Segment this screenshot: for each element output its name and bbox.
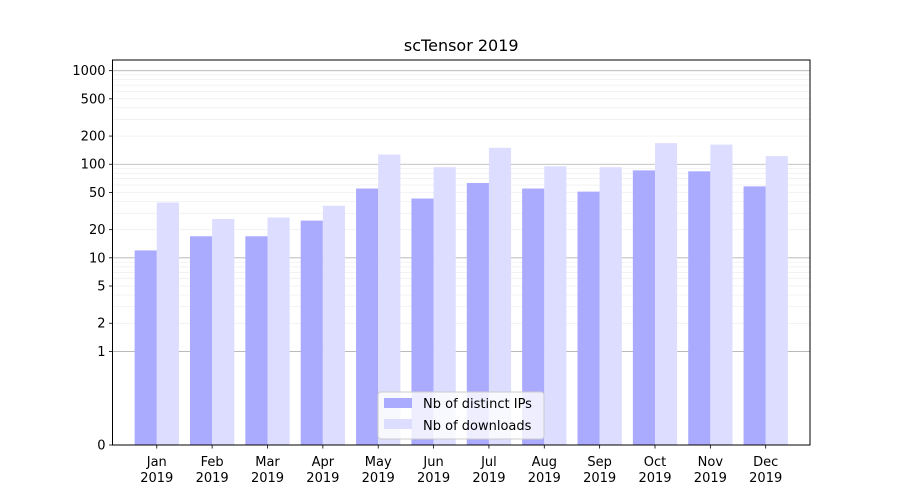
x-tick-label-line: Jan (146, 455, 167, 470)
x-tick-label-line: Dec (753, 455, 778, 470)
y-tick-label: 1000 (72, 64, 105, 79)
bar-distinct-ips (134, 250, 157, 445)
bar-downloads (156, 202, 179, 445)
chart-title: scTensor 2019 (404, 36, 519, 55)
x-tick-label-line: Mar (255, 455, 280, 470)
bar-distinct-ips (411, 198, 434, 445)
bar-distinct-ips (522, 188, 545, 445)
y-tick-label: 1 (97, 345, 105, 360)
x-tick-label: May 2019 (362, 455, 395, 486)
x-tick-label: Jun 2019 (417, 455, 450, 486)
y-axis-ticks: 0 1 2 5 10 20 50 100 200 500 1000 (72, 64, 113, 454)
y-tick-label: 2 (97, 317, 105, 332)
bar-distinct-ips (632, 170, 655, 445)
y-tick-label: 500 (81, 92, 106, 107)
x-tick-label-line: 2019 (140, 471, 173, 486)
x-tick-label: Dec 2019 (749, 455, 782, 486)
y-tick-label: 5 (97, 280, 105, 295)
y-tick-label: 50 (89, 186, 106, 201)
legend: Nb of distinct IPs Nb of downloads (377, 391, 545, 440)
x-tick-label: Jul 2019 (472, 455, 505, 486)
x-tick-label: Apr 2019 (306, 455, 339, 486)
legend-label-downloads: Nb of downloads (423, 419, 532, 434)
bar-downloads (544, 166, 567, 445)
x-tick-label-line: Jun (422, 455, 443, 470)
legend-swatch-ips (384, 398, 412, 408)
y-tick-label: 10 (89, 251, 106, 266)
x-tick-label-line: 2019 (362, 471, 395, 486)
bar-downloads (765, 156, 788, 445)
x-tick-label: Sep 2019 (583, 455, 616, 486)
x-tick-label-line: Sep (587, 455, 612, 470)
bars (134, 143, 788, 446)
bar-downloads (267, 217, 290, 445)
y-tick-label: 200 (81, 130, 106, 145)
y-tick-label: 100 (81, 158, 106, 173)
bar-distinct-ips (577, 191, 600, 445)
x-tick-label-line: 2019 (749, 471, 782, 486)
bar-downloads (212, 218, 235, 445)
bar-distinct-ips (300, 220, 323, 445)
x-tick-label-line: 2019 (638, 471, 671, 486)
x-tick-label-line: 2019 (417, 471, 450, 486)
y-tick-label: 20 (89, 223, 106, 238)
legend-swatch-downloads (384, 419, 412, 429)
bar-downloads (599, 167, 622, 446)
legend-box (377, 391, 545, 440)
x-tick-label-line: Oct (644, 455, 666, 470)
bar-downloads (433, 167, 456, 446)
bar-downloads (488, 147, 512, 445)
bar-distinct-ips (356, 188, 379, 445)
x-tick-label-line: 2019 (694, 471, 727, 486)
x-tick-label: Aug 2019 (528, 455, 561, 486)
bar-downloads (655, 143, 678, 445)
bar-downloads (378, 154, 401, 445)
x-tick-label: Nov 2019 (694, 455, 727, 486)
x-tick-label-line: Jul (480, 455, 497, 470)
bar-downloads (710, 144, 733, 445)
bar-distinct-ips (688, 171, 711, 445)
x-tick-label: Jan 2019 (140, 455, 173, 486)
y-tick-label: 0 (97, 439, 105, 454)
x-tick-label-line: 2019 (472, 471, 505, 486)
x-tick-label: Mar 2019 (251, 455, 284, 486)
legend-label-ips: Nb of distinct IPs (423, 397, 532, 412)
x-tick-label-line: 2019 (196, 471, 229, 486)
bar-downloads (322, 205, 345, 445)
x-tick-label-line: Nov (698, 455, 724, 470)
x-tick-label-line: May (365, 455, 392, 470)
bar-distinct-ips (466, 183, 489, 446)
x-tick-label-line: 2019 (528, 471, 561, 486)
x-tick-label: Oct 2019 (638, 455, 671, 486)
bar-distinct-ips (245, 236, 268, 445)
x-tick-label-line: 2019 (251, 471, 284, 486)
x-tick-label-line: 2019 (583, 471, 616, 486)
x-tick-label: Feb 2019 (196, 455, 229, 486)
bar-distinct-ips (190, 236, 213, 445)
axes-frame (112, 59, 811, 446)
x-tick-label-line: Apr (312, 455, 335, 470)
bar-distinct-ips (743, 186, 766, 445)
x-tick-label-line: 2019 (306, 471, 339, 486)
x-tick-label-line: Feb (201, 455, 224, 470)
x-tick-label-line: Aug (532, 455, 557, 470)
